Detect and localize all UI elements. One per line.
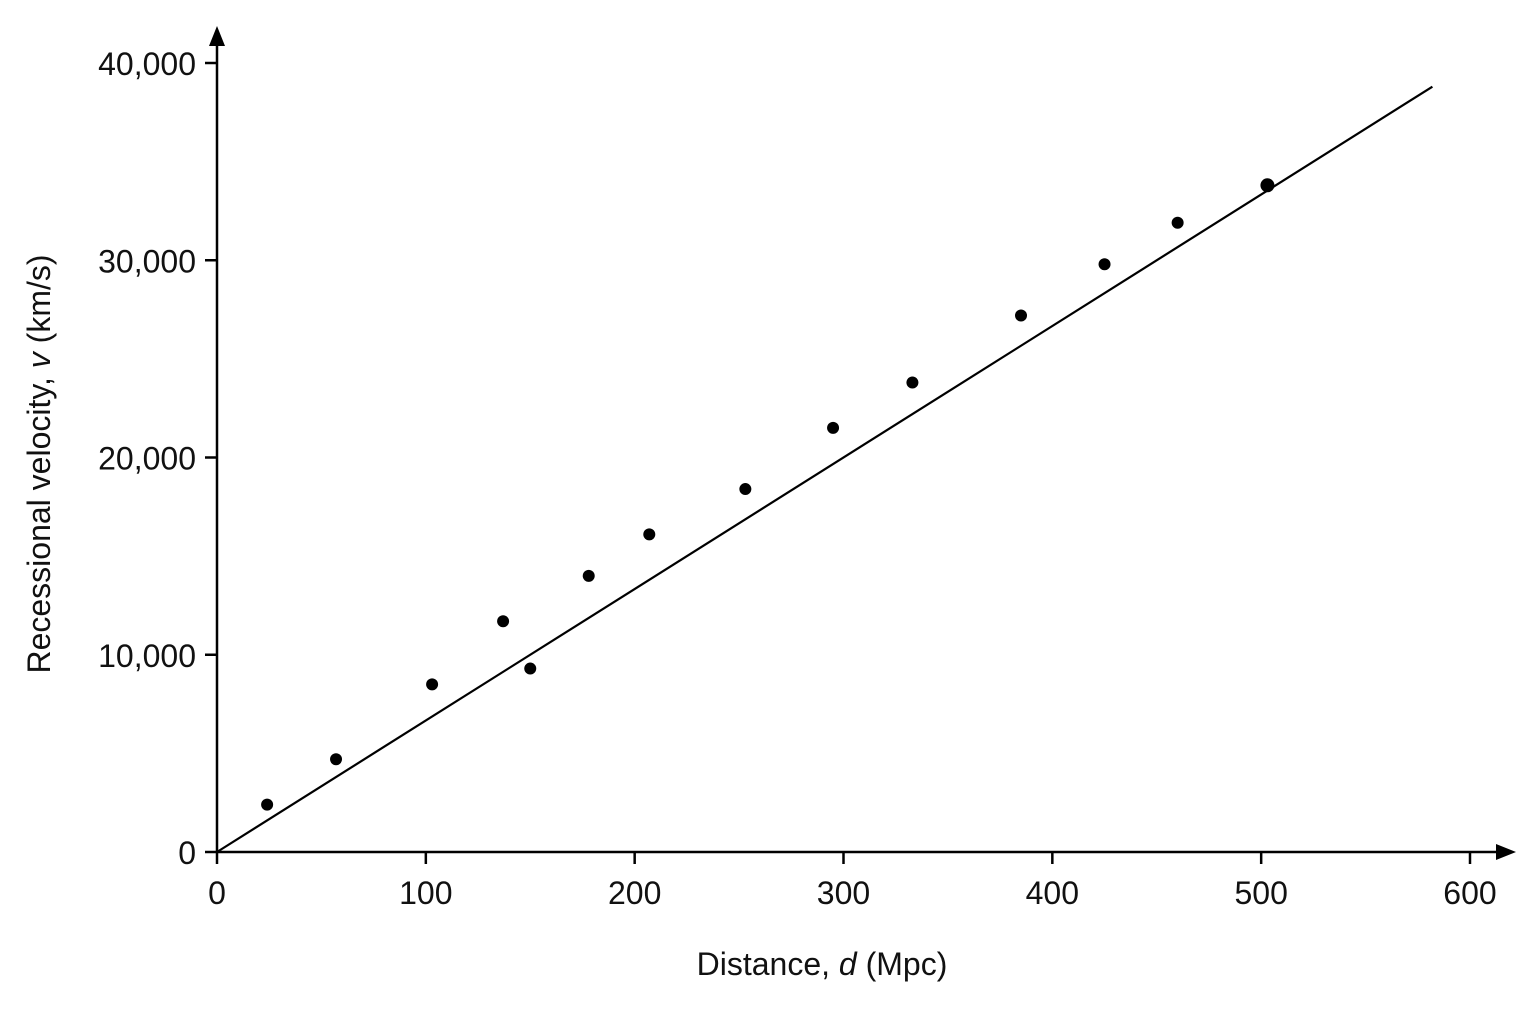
best-fit-line-group [216, 85, 1433, 853]
data-points [261, 178, 1275, 811]
data-point [497, 615, 510, 628]
data-point [739, 483, 752, 496]
y-axis-arrowhead [209, 26, 225, 46]
x-tick-label: 300 [817, 875, 870, 911]
x-axis-title: Distance, d (Mpc) [697, 946, 948, 982]
data-point [827, 421, 840, 434]
y-tick-label: 30,000 [98, 243, 196, 279]
data-point [330, 753, 343, 766]
x-axis-arrowhead [1496, 844, 1516, 860]
data-point [1260, 178, 1275, 193]
data-point [582, 569, 595, 582]
x-tick-label: 500 [1234, 875, 1287, 911]
x-tick-label: 100 [399, 875, 452, 911]
y-axis-ticks: 0 10,000 20,000 30,000 40,000 [98, 46, 217, 871]
data-point [1015, 309, 1028, 322]
y-tick-label: 20,000 [98, 441, 196, 477]
data-point [906, 376, 919, 389]
y-tick-label: 10,000 [98, 638, 196, 674]
x-tick-label: 0 [208, 875, 226, 911]
axes [209, 26, 1516, 860]
data-point [1098, 258, 1111, 271]
x-tick-label: 600 [1443, 875, 1496, 911]
data-point [524, 662, 537, 675]
x-axis-ticks: 0 100 200 300 400 500 600 [208, 852, 1497, 911]
data-point [261, 798, 274, 811]
data-point [643, 528, 656, 541]
y-tick-label: 40,000 [98, 46, 196, 82]
y-tick-label: 0 [178, 835, 196, 871]
data-point [1171, 216, 1184, 229]
x-tick-label: 200 [608, 875, 661, 911]
best-fit-line [216, 85, 1433, 853]
y-axis-title: Recessional velocity, v (km/s) [21, 254, 57, 673]
data-point [426, 678, 439, 691]
x-tick-label: 400 [1026, 875, 1079, 911]
